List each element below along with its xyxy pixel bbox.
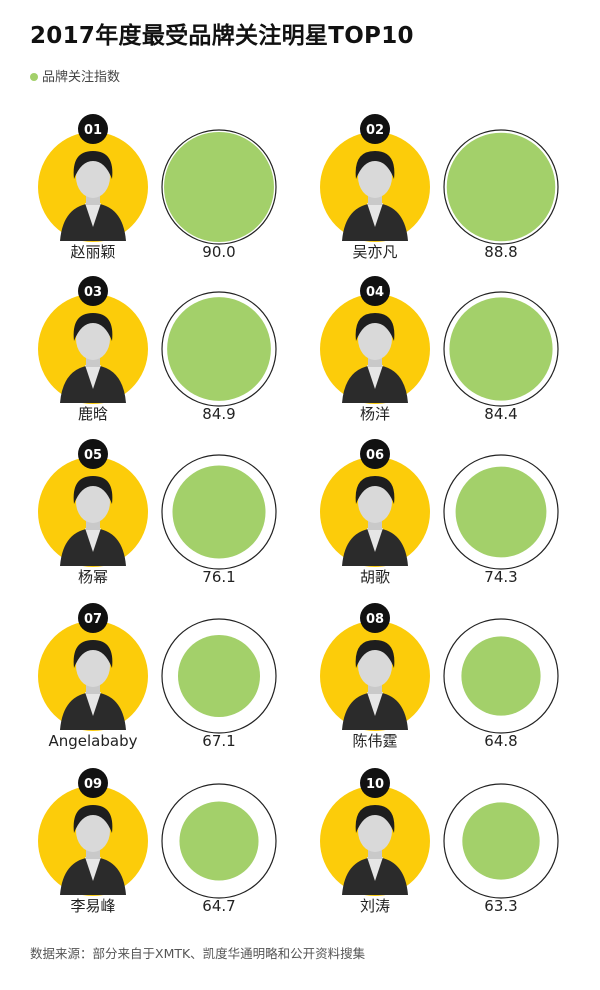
star-name: 胡歌 (360, 568, 390, 586)
rank-badge (78, 768, 108, 798)
rank-label: 09 (84, 777, 102, 792)
portrait-silhouette (342, 805, 408, 895)
portrait-silhouette (342, 151, 408, 241)
star-name: 陈伟霆 (352, 732, 397, 750)
legend-label: 品牌关注指数 (42, 70, 121, 85)
portrait-silhouette (342, 313, 408, 403)
value-bubble (462, 802, 540, 880)
rank-badge (78, 603, 108, 633)
value-label: 63.3 (484, 897, 517, 915)
value-bubble (179, 801, 259, 881)
rank-label: 07 (84, 612, 102, 627)
portrait-silhouette (60, 313, 126, 403)
star-name: 杨幂 (78, 568, 108, 586)
legend: 品牌关注指数 (30, 66, 120, 85)
star-name: 赵丽颖 (70, 243, 115, 261)
star-item: 04 杨洋 84.4 (320, 276, 559, 423)
rank-badge (360, 276, 390, 306)
star-name: 吴亦凡 (352, 243, 397, 261)
value-label: 90.0 (202, 243, 235, 261)
portrait-silhouette (60, 151, 126, 241)
value-label: 67.1 (202, 732, 235, 750)
portrait-silhouette (60, 476, 126, 566)
legend-swatch (30, 72, 38, 81)
star-name: 杨洋 (360, 405, 390, 423)
star-item: 07 Angelababy 67.1 (38, 603, 277, 750)
star-name: 刘涛 (360, 897, 390, 915)
value-label: 76.1 (202, 568, 235, 586)
value-label: 64.8 (484, 732, 517, 750)
rank-label: 01 (84, 123, 102, 138)
star-item: 01 赵丽颖 90.0 (38, 114, 277, 261)
star-name: 李易峰 (70, 897, 115, 915)
rank-label: 10 (366, 777, 384, 792)
portrait-silhouette (342, 476, 408, 566)
star-item: 05 杨幂 76.1 (38, 439, 277, 586)
source-note: 数据来源：部分来自于XMTK、凯度华通明略和公开资料搜集 (30, 946, 366, 961)
star-item: 09 李易峰 64.7 (38, 768, 277, 915)
value-bubble (446, 132, 556, 242)
rank-badge (360, 603, 390, 633)
chart-title: 2017年度最受品牌关注明星TOP10 (30, 23, 414, 49)
star-item: 03 鹿晗 84.9 (38, 276, 277, 423)
portrait-silhouette (60, 805, 126, 895)
star-name: Angelababy (49, 732, 138, 750)
rank-badge (360, 768, 390, 798)
rank-label: 05 (84, 448, 102, 463)
rank-label: 04 (366, 285, 384, 300)
star-item: 10 刘涛 63.3 (320, 768, 559, 915)
star-item: 08 陈伟霆 64.8 (320, 603, 559, 750)
rank-label: 02 (366, 123, 384, 138)
value-bubble (164, 132, 274, 242)
value-label: 84.9 (202, 405, 235, 423)
rank-badge (360, 114, 390, 144)
rank-badge (360, 439, 390, 469)
rank-badge (78, 439, 108, 469)
star-name: 鹿晗 (78, 405, 108, 423)
value-label: 88.8 (484, 243, 517, 261)
rank-badge (78, 276, 108, 306)
value-label: 74.3 (484, 568, 517, 586)
rank-label: 03 (84, 285, 102, 300)
value-bubble (449, 297, 553, 401)
value-bubble (167, 297, 271, 401)
value-bubble (172, 465, 266, 559)
star-item: 02 吴亦凡 88.8 (320, 114, 559, 261)
value-label: 64.7 (202, 897, 235, 915)
rank-label: 06 (366, 448, 384, 463)
rank-badge (78, 114, 108, 144)
star-item: 06 胡歌 74.3 (320, 439, 559, 586)
value-bubble (177, 634, 261, 718)
portrait-silhouette (60, 640, 126, 730)
portrait-silhouette (342, 640, 408, 730)
value-bubble (455, 466, 547, 558)
value-bubble (461, 636, 541, 716)
value-label: 84.4 (484, 405, 517, 423)
rank-label: 08 (366, 612, 384, 627)
